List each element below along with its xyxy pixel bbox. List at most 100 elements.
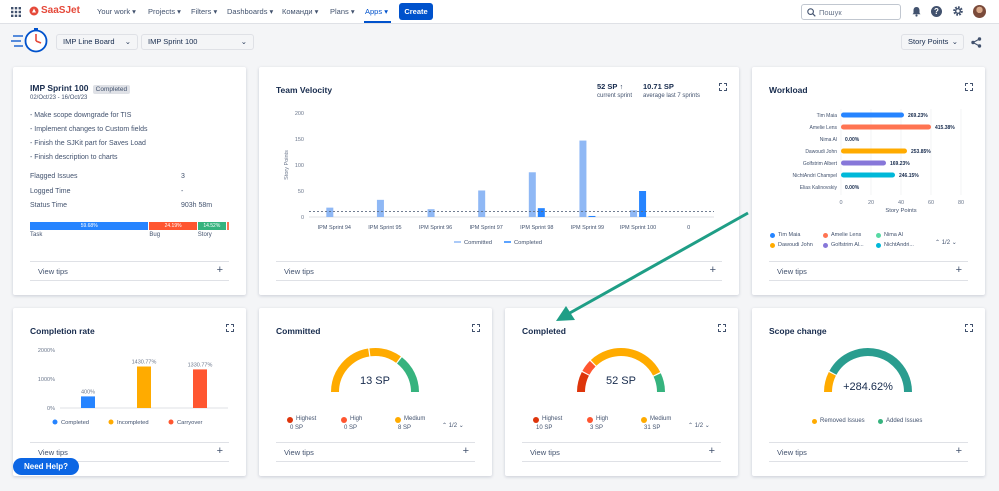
view-tips-row[interactable]: View tips + [30,442,229,462]
view-tips-row[interactable]: View tips + [276,442,475,462]
workload-pager[interactable]: ⌃ 1/2 ⌄ [935,240,957,246]
completed-bar[interactable] [588,215,596,217]
workload-value-label: 415.38% [935,125,955,131]
view-tips-row[interactable]: View tips + [769,261,968,281]
scope-change-card: Scope change +284.62% Removed Issues Adde… [752,308,985,476]
completed-bar[interactable] [537,208,545,217]
plus-icon[interactable]: + [462,445,469,457]
workload-bar[interactable] [841,160,886,166]
plus-icon[interactable]: + [955,264,962,276]
board-select[interactable]: IMP Line Board ⌄ [56,34,138,50]
help-icon[interactable]: ? [931,6,942,17]
legend-dot [395,417,401,423]
expand-icon[interactable] [965,324,973,332]
completed-center-label: 52 SP [606,375,636,387]
status-bar-segment [226,222,229,230]
committed-bar[interactable] [528,172,536,217]
legend-dot [108,419,114,425]
completion-bar[interactable] [193,369,207,408]
gauge-segment[interactable] [369,348,401,363]
workload-bar[interactable] [841,172,895,178]
completion-bar[interactable] [137,366,151,408]
committed-card: Committed 13 SP Highest 0 SP High 0 SP Mediu… [259,308,492,476]
legend-label: Tim Maia [778,232,801,238]
committed-bar[interactable] [478,190,486,217]
app-switcher-icon[interactable] [11,7,21,17]
legend-label: Carryover [177,420,203,426]
workload-value-label: 0.00% [845,185,860,191]
view-tips-row[interactable]: View tips + [522,442,721,462]
x-tick-label: IPM Sprint 95 [368,225,401,231]
legend-value: 31 SP [644,425,661,431]
nav-plans[interactable]: Plans ▾ [330,7,355,16]
view-tips-row[interactable]: View tips + [276,261,722,281]
expand-icon[interactable] [472,324,480,332]
plus-icon[interactable]: + [709,264,716,276]
plus-icon[interactable]: + [216,264,223,276]
workload-bar[interactable] [841,112,904,118]
committed-bar[interactable] [427,209,435,217]
status-badge: Completed [92,85,131,94]
committed-pager[interactable]: ⌃ 1/2 ⌄ [442,423,464,429]
nav-filters[interactable]: Filters ▾ [191,7,218,16]
legend-label: Medium [404,416,426,422]
nav-dashboards[interactable]: Dashboards ▾ [227,7,274,16]
view-tips-row[interactable]: View tips + [30,261,229,281]
gauge-segment[interactable] [582,360,596,375]
notifications-icon[interactable] [911,6,922,19]
search-input[interactable]: Пошук [801,4,901,20]
average-kpi: 10.71 SP [643,82,674,91]
y-tick-label: 100 [295,163,304,169]
nav-projects[interactable]: Projects ▾ [148,7,181,16]
y-category-label: Tim Maia [817,113,838,119]
x-tick-label: IPM Sprint 99 [571,225,604,231]
workload-bar[interactable] [841,148,907,154]
brand-name[interactable]: SaaSJet [41,5,80,16]
user-avatar[interactable] [973,5,986,18]
committed-legend: Highest 0 SP High 0 SP Medium 8 SP [279,416,469,436]
legend-value: 8 SP [398,425,412,431]
nav-teams[interactable]: Команди ▾ [282,7,319,16]
plus-icon[interactable]: + [708,445,715,457]
metric-select[interactable]: Story Points ⌄ [901,34,964,50]
nav-your-work[interactable]: Your work ▾ [97,7,136,16]
expand-icon[interactable] [719,83,727,91]
legend-label: Highest [296,416,317,422]
expand-icon[interactable] [718,324,726,332]
workload-title: Workload [769,85,808,95]
plus-icon[interactable]: + [955,445,962,457]
need-help-button[interactable]: Need Help? [13,458,79,475]
completion-bar[interactable] [81,396,95,408]
completed-bar[interactable] [639,191,647,217]
nav-apps[interactable]: Apps ▾ [365,7,388,16]
legend-completed-label: Completed [514,240,542,246]
gauge-segment[interactable] [653,373,665,393]
completed-pager[interactable]: ⌃ 1/2 ⌄ [688,423,710,429]
create-button[interactable]: Create [399,3,433,20]
committed-bar[interactable] [579,140,587,217]
gauge-segment[interactable] [824,372,837,393]
gauge-segment[interactable] [577,372,590,393]
x-tick-label: 60 [928,200,934,206]
workload-bar[interactable] [841,124,931,130]
gauge-segment[interactable] [590,348,661,376]
sprint-select[interactable]: IMP Sprint 100 ⌄ [141,34,254,50]
share-icon[interactable] [971,37,982,50]
expand-icon[interactable] [965,83,973,91]
x-tick-label: IPM Sprint 96 [419,225,452,231]
settings-gear-icon[interactable] [952,5,964,19]
legend-dot [287,417,293,423]
saasjet-logo-icon[interactable] [29,6,39,16]
expand-icon[interactable] [226,324,234,332]
view-tips-row[interactable]: View tips + [769,442,968,462]
y-category-label: Amelie Lens [809,125,837,131]
gauge-segment[interactable] [829,348,912,393]
gauge-segment[interactable] [331,348,370,393]
plus-icon[interactable]: + [216,445,223,457]
gauge-segment[interactable] [396,357,419,393]
status-time-label: Status Time [30,202,67,209]
committed-bar[interactable] [376,199,384,217]
y-tick-label: 50 [298,189,304,195]
legend-label: Removed Issues [820,418,865,424]
committed-bar[interactable] [326,207,334,217]
